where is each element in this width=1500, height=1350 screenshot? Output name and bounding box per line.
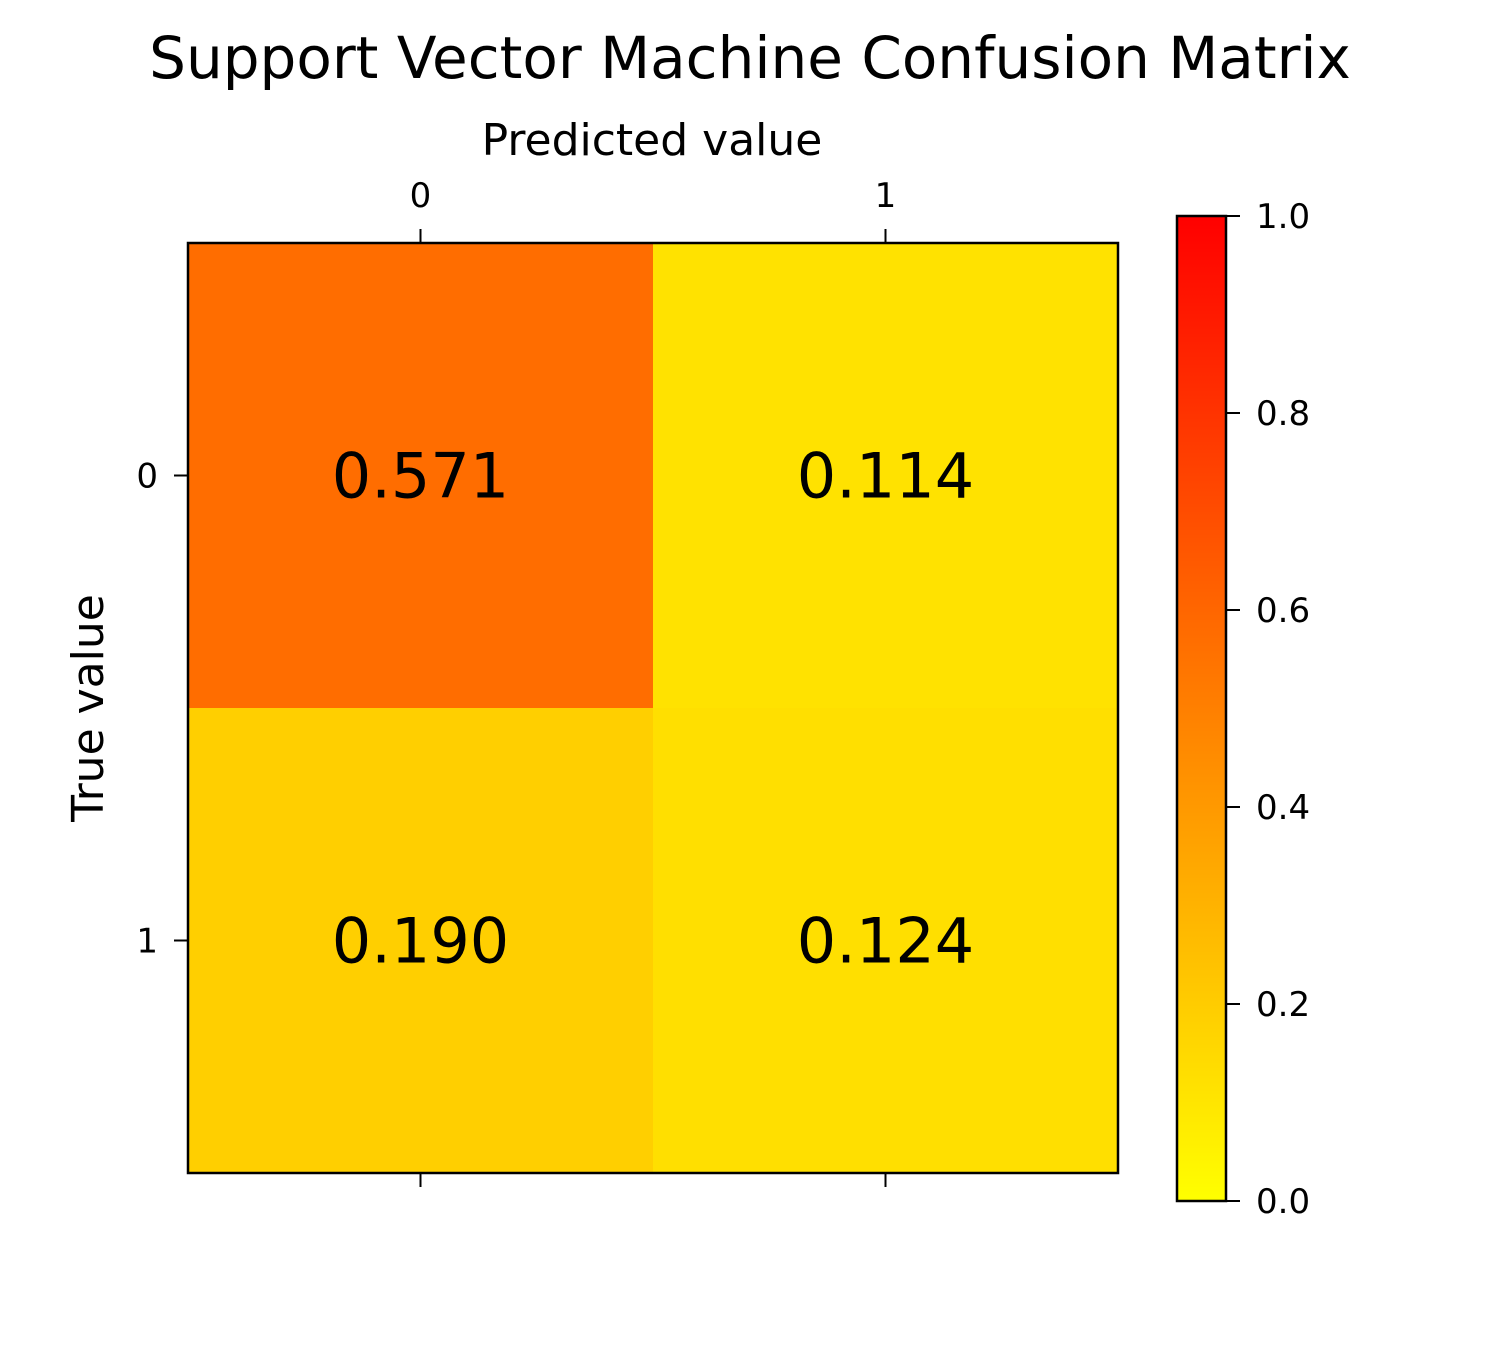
colorbar-tick-label: 0.4 bbox=[1256, 788, 1310, 828]
colorbar-tick-label: 1.0 bbox=[1256, 197, 1310, 237]
colorbar-ticks: 0.0 0.2 0.4 0.6 0.8 1.0 bbox=[1226, 197, 1310, 1222]
cell-value-label: 0.124 bbox=[797, 905, 975, 978]
heatmap-cells bbox=[188, 243, 1118, 1173]
y-axis-label: True value bbox=[63, 594, 114, 823]
heatmap-cell-r1-c0 bbox=[188, 708, 653, 1173]
heatmap-cell-labels: 0.571 0.114 0.190 0.124 bbox=[332, 440, 975, 978]
colorbar-tick-label: 0.6 bbox=[1256, 591, 1310, 631]
colorbar-tick-label: 0.0 bbox=[1256, 1182, 1310, 1222]
x-tick-label: 0 bbox=[410, 176, 432, 216]
cell-value-label: 0.114 bbox=[797, 440, 975, 513]
colorbar-tick-label: 0.2 bbox=[1256, 985, 1310, 1025]
y-tick-label: 1 bbox=[136, 922, 158, 962]
heatmap-cell-r1-c1 bbox=[653, 708, 1118, 1173]
colorbar-tick-label: 0.8 bbox=[1256, 394, 1310, 434]
x-axis-label: Predicted value bbox=[482, 115, 823, 166]
chart-title: Support Vector Machine Confusion Matrix bbox=[149, 24, 1351, 92]
heatmap-cell-r0-c0 bbox=[188, 243, 653, 708]
colorbar bbox=[1175, 214, 1228, 1203]
y-tick-label: 0 bbox=[136, 457, 158, 497]
plot-frame bbox=[186, 241, 1120, 1175]
cell-value-label: 0.190 bbox=[332, 905, 510, 978]
heatmap-cell-r0-c1 bbox=[653, 243, 1118, 708]
cell-value-label: 0.571 bbox=[332, 440, 510, 513]
axis-ticks: 0 1 0 1 bbox=[136, 176, 896, 1187]
x-tick-label: 1 bbox=[875, 176, 897, 216]
